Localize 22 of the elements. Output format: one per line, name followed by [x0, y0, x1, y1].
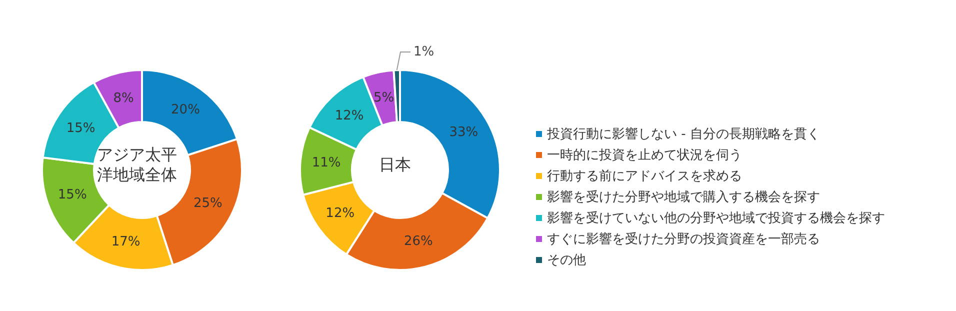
data-label: 12%: [334, 108, 364, 124]
data-label: 17%: [111, 234, 140, 250]
text: アジア太平洋地域全体: [96, 145, 178, 185]
data-label: 25%: [193, 196, 222, 212]
data-label: 15%: [66, 120, 96, 136]
data-label: 33%: [449, 124, 478, 140]
legend-label: 影響を受けた分野や地域で購入する機会を探す: [547, 188, 820, 206]
data-label: 20%: [171, 102, 200, 118]
data-label: 26%: [404, 234, 433, 250]
legend-label: 投資行動に影響しない - 自分の長期戦略を貫く: [547, 126, 820, 142]
legend-label: 一時的に投資を止めて状況を伺う: [547, 146, 742, 164]
data-label: 15%: [58, 188, 87, 203]
data-label: 11%: [312, 156, 341, 171]
data-label: 12%: [326, 206, 355, 221]
text: 日本: [378, 155, 412, 175]
data-label: 8%: [113, 90, 134, 106]
legend-label: すぐに影響を受けた分野の投資資産を一部売る: [547, 230, 820, 248]
data-label: 5%: [374, 90, 394, 106]
legend-label: 影響を受けていない他の分野や地域で投資する機会を探す: [547, 210, 885, 226]
legend-label: 行動する前にアドバイスを求める: [547, 168, 742, 184]
data-label: 1%: [413, 44, 434, 60]
legend-label: その他: [547, 252, 586, 268]
